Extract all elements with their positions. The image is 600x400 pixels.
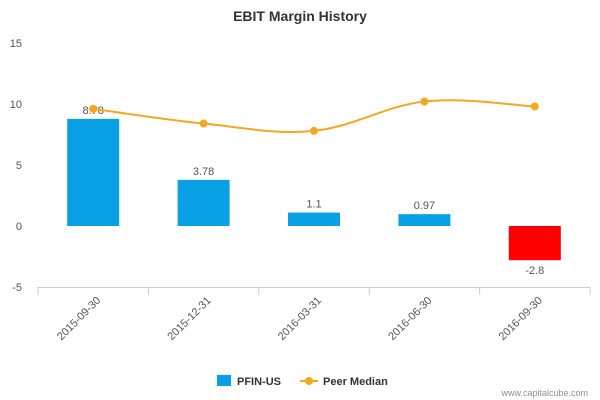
legend-label-line: Peer Median bbox=[323, 376, 388, 388]
peer-median-point bbox=[420, 97, 429, 106]
credit-text: www.capitalcube.com bbox=[500, 388, 588, 398]
bar-value-label: 3.78 bbox=[193, 166, 214, 178]
bar bbox=[398, 214, 451, 226]
y-tick-label: 0 bbox=[16, 221, 22, 233]
legend-swatch-bar bbox=[217, 375, 231, 386]
y-tick-label: 5 bbox=[16, 160, 22, 172]
peer-median-point bbox=[530, 102, 539, 111]
x-axis-tick-marks bbox=[37, 287, 591, 295]
y-axis-tick-labels: 15 10 5 0 -5 bbox=[10, 38, 22, 294]
legend-label-bar: PFIN-US bbox=[237, 376, 281, 388]
peer-median-point bbox=[89, 104, 98, 113]
bar bbox=[508, 226, 561, 261]
legend: PFIN-US Peer Median bbox=[217, 375, 388, 388]
bar bbox=[288, 212, 340, 226]
x-tick-label: 2015-12-31 bbox=[165, 295, 213, 343]
x-axis-tick-labels: 2015-09-30 2015-12-31 2016-03-31 2016-06-30… bbox=[55, 295, 545, 343]
bar bbox=[67, 118, 120, 226]
line-series bbox=[89, 97, 539, 135]
bar-series bbox=[67, 118, 561, 261]
bar-value-label: 1.1 bbox=[306, 199, 321, 211]
y-tick-label: -5 bbox=[12, 282, 22, 294]
x-tick-label: 2016-03-31 bbox=[276, 295, 324, 343]
y-tick-label: 15 bbox=[10, 38, 22, 50]
x-tick-label: 2016-09-30 bbox=[497, 295, 545, 343]
bar bbox=[177, 179, 230, 226]
peer-median-point bbox=[199, 119, 208, 128]
x-tick-label: 2016-06-30 bbox=[386, 295, 434, 343]
bar-value-label: -2.8 bbox=[525, 265, 544, 277]
bar-value-label: 0.97 bbox=[414, 200, 435, 212]
chart-title: EBIT Margin History bbox=[233, 8, 367, 24]
bar-data-labels: 8.783.781.10.97-2.8 bbox=[82, 105, 544, 277]
peer-median-point bbox=[310, 126, 318, 135]
y-tick-label: 10 bbox=[10, 99, 22, 111]
legend-swatch-marker bbox=[305, 377, 313, 385]
x-tick-label: 2015-09-30 bbox=[55, 295, 103, 343]
